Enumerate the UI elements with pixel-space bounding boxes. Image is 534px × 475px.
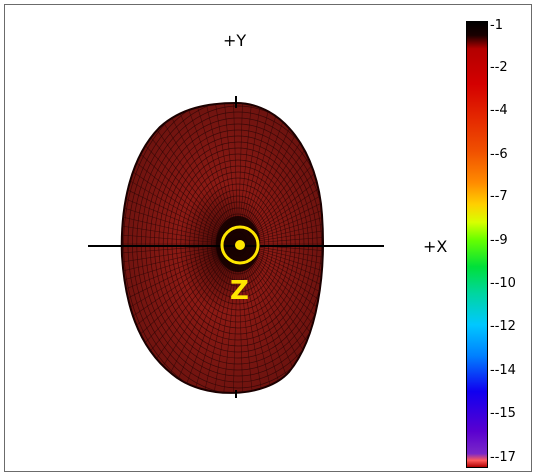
colorbar-tick-label: -1 [490, 18, 503, 33]
colorbar-tick-label: --14 [490, 363, 516, 378]
x-axis-label: +X [423, 237, 448, 256]
colorbar-tick-label: --17 [490, 450, 516, 465]
colorbar-tick-label: --9 [490, 233, 508, 248]
colorbar-tick-label: --10 [490, 276, 516, 291]
colorbar-tick-label: --7 [490, 189, 508, 204]
z-axis-label: Z [230, 276, 249, 306]
colorbar-tick-label: --12 [490, 319, 516, 334]
colorbar-tick-label: --6 [490, 147, 508, 162]
colorbar [466, 21, 488, 468]
z-axis-marker-ring [220, 225, 260, 265]
colorbar-tick-label: --15 [490, 406, 516, 421]
z-axis-marker-dot [235, 240, 245, 250]
colorbar-tick-label: --2 [490, 60, 508, 75]
colorbar-tick-label: --4 [490, 103, 508, 118]
y-axis-label: +Y [223, 31, 247, 50]
